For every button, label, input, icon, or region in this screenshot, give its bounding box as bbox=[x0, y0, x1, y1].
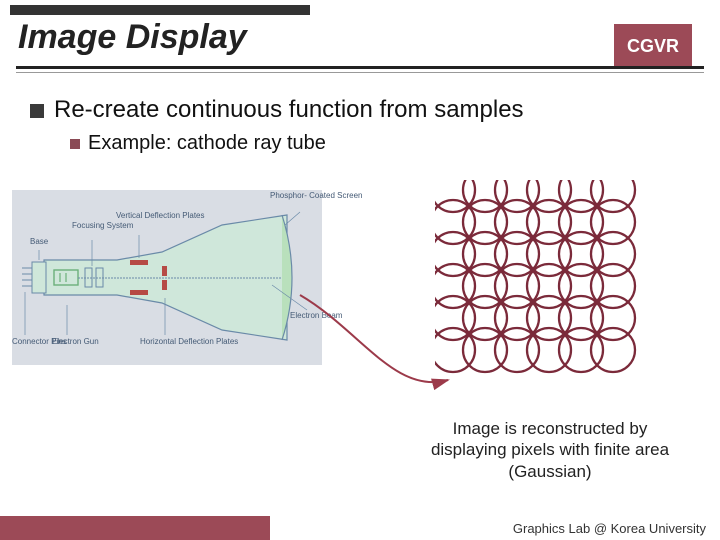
badge-text: CGVR bbox=[627, 36, 679, 57]
crt-label-base: Base bbox=[30, 238, 48, 247]
title-underline-thick bbox=[16, 66, 704, 69]
footer-accent-bar bbox=[0, 516, 270, 540]
bullet2-text: Example: cathode ray tube bbox=[88, 132, 326, 154]
crt-label-hdef: Horizontal Deflection Plates bbox=[140, 338, 238, 347]
bullet-level1: Re-create continuous function from sampl… bbox=[30, 96, 524, 124]
page-title: Image Display bbox=[18, 18, 247, 57]
crt-label-egun: Electron Gun bbox=[52, 338, 99, 347]
title-underline-thin bbox=[16, 72, 704, 73]
crt-label-vdef: Vertical Deflection Plates bbox=[116, 212, 205, 221]
crt-label-focusing: Focusing System bbox=[72, 222, 133, 231]
footer-text: Graphics Lab @ Korea University bbox=[513, 521, 706, 536]
small-square-bullet-icon bbox=[70, 139, 80, 149]
gaussian-dots bbox=[435, 180, 665, 380]
top-accent-bar bbox=[10, 5, 310, 15]
crt-label-ebeam: Electron Beam bbox=[290, 312, 342, 321]
bullet-level2: Example: cathode ray tube bbox=[70, 132, 326, 155]
cgvr-badge: CGVR bbox=[614, 24, 692, 68]
square-bullet-icon bbox=[30, 104, 44, 118]
crt-label-phosphor: Phosphor- Coated Screen bbox=[270, 192, 363, 201]
caption-text: Image is reconstructed by displaying pix… bbox=[420, 418, 680, 482]
bullet1-text: Re-create continuous function from sampl… bbox=[54, 96, 524, 123]
